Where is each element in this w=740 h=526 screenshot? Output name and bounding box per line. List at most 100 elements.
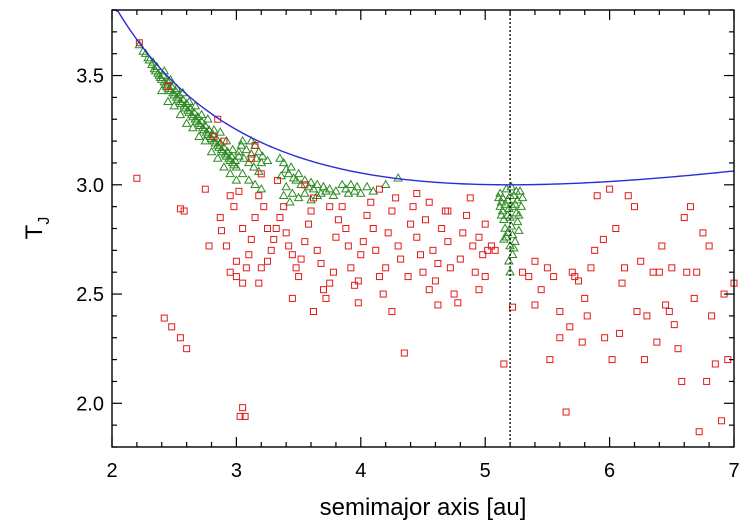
square-point-130 xyxy=(624,192,632,200)
square-point-8 xyxy=(183,345,191,353)
triangle-point-85 xyxy=(253,146,264,156)
triangle-point-90 xyxy=(156,85,167,95)
triangle-point-39 xyxy=(189,107,199,116)
triangle-point-113 xyxy=(196,109,207,119)
triangle-point-93 xyxy=(175,109,186,119)
square-point-26 xyxy=(255,192,263,200)
triangle-point-95 xyxy=(188,122,198,132)
triangle-point-146 xyxy=(355,188,366,197)
square-point-134 xyxy=(649,268,657,276)
square-point-78 xyxy=(394,242,402,250)
square-point-69 xyxy=(367,198,375,206)
triangle-point-79 xyxy=(246,149,257,158)
triangle-point-100 xyxy=(219,162,229,171)
square-point-13 xyxy=(235,187,243,195)
triangle-point-187 xyxy=(511,186,522,195)
triangle-point-175 xyxy=(513,225,524,234)
square-point-34 xyxy=(255,279,263,287)
triangle-point-119 xyxy=(234,146,244,156)
triangle-point-27 xyxy=(174,90,185,99)
square-point-24 xyxy=(247,235,255,243)
square-point-114 xyxy=(531,257,539,265)
triangle-point-183 xyxy=(510,236,520,245)
square-point-21 xyxy=(239,279,247,287)
triangle-point-57 xyxy=(211,133,222,143)
triangle-point-193 xyxy=(507,201,518,210)
square-point-143 xyxy=(699,229,707,237)
square-point-64 xyxy=(351,281,359,289)
square-point-166 xyxy=(670,321,678,329)
triangle-point-169 xyxy=(506,221,517,230)
square-point-129 xyxy=(618,279,626,287)
square-point-145 xyxy=(711,360,719,368)
square-point-131 xyxy=(630,203,638,211)
x-axis-label: semimajor axis [au] xyxy=(320,494,527,521)
square-point-51 xyxy=(310,194,318,202)
square-point-33 xyxy=(205,242,213,250)
square-point-20 xyxy=(232,257,240,265)
square-point-120 xyxy=(568,268,576,276)
square-point-98 xyxy=(456,255,464,263)
square-point-59 xyxy=(334,216,342,224)
square-point-5 xyxy=(160,314,168,322)
marks-layer xyxy=(133,39,738,436)
square-point-108 xyxy=(487,242,495,250)
square-point-58 xyxy=(332,233,340,241)
y-axis-label: TJ xyxy=(21,217,53,240)
square-point-38 xyxy=(270,235,278,243)
square-point-3 xyxy=(176,205,184,213)
square-point-115 xyxy=(537,286,545,294)
square-point-70 xyxy=(369,225,377,232)
triangle-point-121 xyxy=(278,157,289,167)
plot-frame xyxy=(111,9,735,448)
x-tick-label-4: 6 xyxy=(604,460,615,482)
square-point-39 xyxy=(272,225,280,232)
square-point-100 xyxy=(463,211,471,219)
triangle-point-154 xyxy=(306,194,316,204)
triangle-point-118 xyxy=(227,144,238,154)
y-tick-label-1: 2.5 xyxy=(76,284,104,306)
triangle-point-198 xyxy=(494,192,504,202)
triangle-point-72 xyxy=(230,155,241,164)
square-point-2 xyxy=(164,82,172,90)
triangle-point-149 xyxy=(380,179,391,189)
triangle-point-105 xyxy=(250,179,260,189)
triangle-point-60 xyxy=(215,138,226,147)
square-point-57 xyxy=(329,268,337,276)
square-point-180 xyxy=(413,190,421,198)
square-point-84 xyxy=(413,233,421,241)
square-point-92 xyxy=(438,225,446,232)
triangle-point-124 xyxy=(286,162,296,171)
triangle-point-151 xyxy=(287,188,298,197)
square-point-113 xyxy=(525,273,533,281)
x-tick-label-0: 2 xyxy=(106,460,117,482)
square-point-132 xyxy=(637,257,645,265)
triangle-point-51 xyxy=(204,124,214,134)
triangle-point-114 xyxy=(202,114,213,123)
triangle-point-189 xyxy=(513,210,524,219)
triangle-point-115 xyxy=(209,124,219,134)
triangle-point-80 xyxy=(248,162,259,171)
square-point-159 xyxy=(616,329,624,337)
square-point-45 xyxy=(292,264,300,272)
triangle-point-126 xyxy=(291,175,301,184)
square-point-173 xyxy=(247,155,255,163)
square-point-121 xyxy=(575,277,582,285)
square-point-181 xyxy=(425,286,433,294)
square-point-27 xyxy=(257,170,265,178)
triangle-point-111 xyxy=(184,96,194,105)
triangle-point-158 xyxy=(285,197,295,206)
square-point-187 xyxy=(354,277,362,285)
square-point-22 xyxy=(242,264,250,272)
square-point-7 xyxy=(176,334,184,342)
triangle-point-137 xyxy=(324,183,335,193)
square-point-183 xyxy=(475,233,483,241)
triangle-point-103 xyxy=(237,168,248,178)
square-point-185 xyxy=(434,301,442,309)
triangle-point-167 xyxy=(503,203,514,213)
square-point-163 xyxy=(653,338,661,346)
triangle-point-116 xyxy=(215,127,226,136)
triangle-point-156 xyxy=(281,181,292,191)
triangle-point-179 xyxy=(500,199,510,208)
triangle-point-30 xyxy=(178,94,188,103)
